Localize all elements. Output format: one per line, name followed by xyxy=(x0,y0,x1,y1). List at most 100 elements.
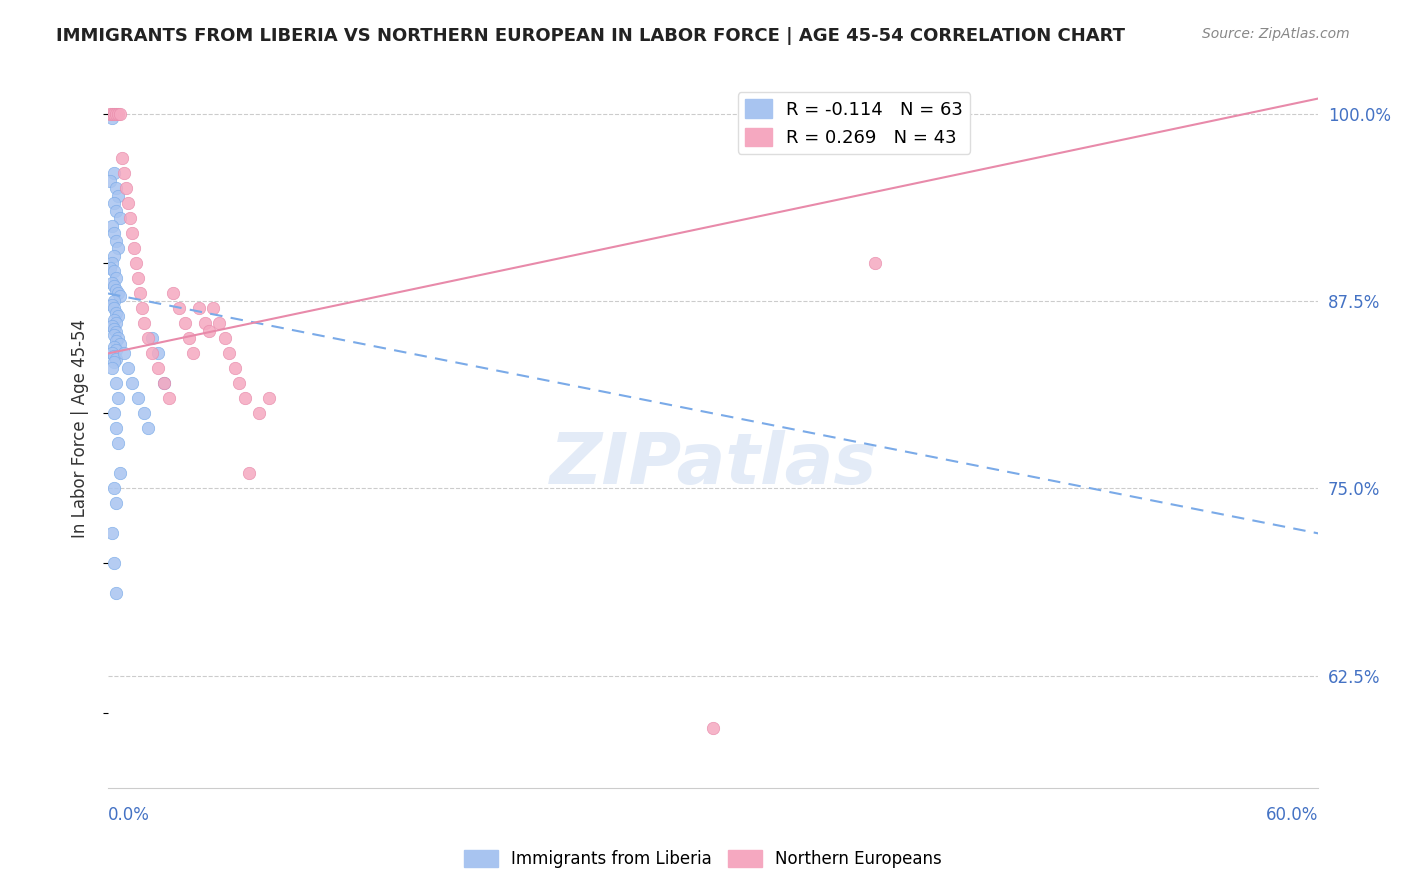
Point xyxy=(111,152,134,166)
Point xyxy=(112,346,135,360)
Point xyxy=(148,346,170,360)
Point xyxy=(101,346,124,360)
Point xyxy=(115,181,138,195)
Point xyxy=(98,106,121,120)
Text: 60.0%: 60.0% xyxy=(1265,806,1319,824)
Point xyxy=(105,334,128,349)
Point xyxy=(101,111,124,125)
Point xyxy=(103,557,125,571)
Point xyxy=(148,361,170,376)
Point xyxy=(121,376,143,391)
Point xyxy=(157,392,180,406)
Text: ZIPatlas: ZIPatlas xyxy=(550,430,877,499)
Point xyxy=(105,234,128,248)
Point xyxy=(101,319,124,334)
Point xyxy=(117,196,139,211)
Point xyxy=(101,298,124,312)
Point xyxy=(108,337,131,351)
Point xyxy=(103,227,125,241)
Point xyxy=(153,376,176,391)
Point xyxy=(117,361,139,376)
Point xyxy=(247,406,270,420)
Point xyxy=(127,392,149,406)
Point xyxy=(218,346,240,360)
Point xyxy=(122,242,145,256)
Legend: R = -0.114   N = 63, R = 0.269   N = 43: R = -0.114 N = 63, R = 0.269 N = 43 xyxy=(738,92,970,154)
Point xyxy=(105,586,128,600)
Point xyxy=(101,276,124,290)
Point xyxy=(101,256,124,270)
Point xyxy=(103,249,125,263)
Point xyxy=(141,346,163,360)
Point xyxy=(107,189,129,203)
Point xyxy=(224,361,246,376)
Point xyxy=(108,106,131,120)
Point xyxy=(105,284,128,298)
Point xyxy=(214,331,236,345)
Point xyxy=(103,350,125,364)
Point xyxy=(98,174,121,188)
Point xyxy=(101,219,124,233)
Point xyxy=(108,467,131,481)
Point xyxy=(136,421,159,435)
Point xyxy=(153,376,176,391)
Point xyxy=(105,106,128,120)
Point xyxy=(863,256,886,270)
Point xyxy=(103,301,125,316)
Point xyxy=(105,376,128,391)
Point xyxy=(103,106,125,120)
Point xyxy=(233,392,256,406)
Point xyxy=(105,326,128,340)
Point xyxy=(107,436,129,450)
Point xyxy=(201,301,224,316)
Point xyxy=(105,421,128,435)
Point xyxy=(103,293,125,308)
Point xyxy=(107,106,129,120)
Text: IMMIGRANTS FROM LIBERIA VS NORTHERN EUROPEAN IN LABOR FORCE | AGE 45-54 CORRELAT: IMMIGRANTS FROM LIBERIA VS NORTHERN EURO… xyxy=(56,27,1125,45)
Point xyxy=(103,322,125,336)
Point xyxy=(103,279,125,293)
Point xyxy=(105,271,128,285)
Point xyxy=(103,328,125,343)
Point xyxy=(141,331,163,345)
Point xyxy=(107,331,129,345)
Point xyxy=(103,313,125,327)
Point xyxy=(177,331,200,345)
Point xyxy=(181,346,204,360)
Point xyxy=(105,343,128,358)
Point xyxy=(228,376,250,391)
Point xyxy=(101,526,124,541)
Point xyxy=(187,301,209,316)
Point xyxy=(103,264,125,278)
Point xyxy=(136,331,159,345)
Point xyxy=(105,181,128,195)
Point xyxy=(107,286,129,301)
Point xyxy=(702,722,724,736)
Point xyxy=(162,286,184,301)
Point xyxy=(127,271,149,285)
Point xyxy=(103,482,125,496)
Point xyxy=(208,317,231,331)
Point xyxy=(167,301,190,316)
Point xyxy=(134,317,156,331)
Point xyxy=(134,406,156,420)
Point xyxy=(107,309,129,323)
Point xyxy=(107,392,129,406)
Point xyxy=(103,341,125,355)
Text: 0.0%: 0.0% xyxy=(108,806,150,824)
Point xyxy=(105,496,128,510)
Point xyxy=(101,361,124,376)
Point xyxy=(173,317,195,331)
Point xyxy=(131,301,153,316)
Point xyxy=(121,227,143,241)
Point xyxy=(259,392,281,406)
Point xyxy=(112,166,135,180)
Point xyxy=(101,106,124,120)
Point xyxy=(120,211,142,226)
Point xyxy=(108,289,131,303)
Point xyxy=(125,256,148,270)
Point xyxy=(103,196,125,211)
Point xyxy=(98,260,121,275)
Y-axis label: In Labor Force | Age 45-54: In Labor Force | Age 45-54 xyxy=(72,319,89,538)
Legend: Immigrants from Liberia, Northern Europeans: Immigrants from Liberia, Northern Europe… xyxy=(457,843,949,875)
